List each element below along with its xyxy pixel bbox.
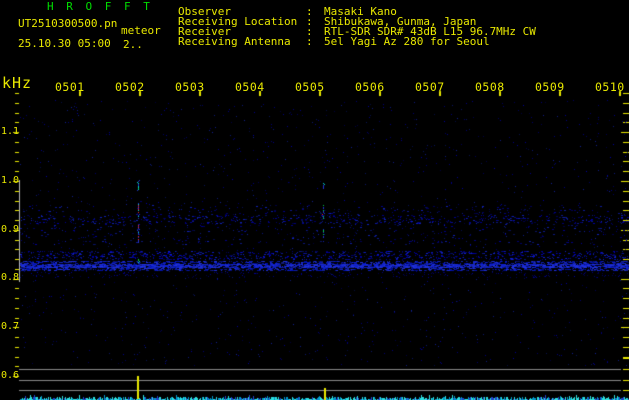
field-value-receiver: RTL-SDR SDR# 43dB L15 96.7MHz CW [324,25,536,38]
field-label-observer: Observer [178,5,231,18]
y-tick-label: 1.1 [1,126,20,137]
datetime-suffix: 2.. [123,38,143,51]
field-colon: : [306,5,313,18]
x-tick-label: 0504 [235,80,265,94]
field-value-antenna: 5el Yagi Az 280 for Seoul [324,35,490,48]
field-label-antenna: Receiving Antenna [178,35,291,48]
observation-name: meteor [121,24,161,37]
x-tick-label: 0510 [595,80,625,94]
x-tick-label: 0508 [475,80,505,94]
field-colon: : [306,25,313,38]
capture-filename: UT2510300500.pn [18,17,118,30]
y-tick-label: 0.8 [1,272,20,283]
field-value-location: Shibukawa, Gunma, Japan [324,15,477,28]
field-label-location: Receiving Location [178,15,298,28]
y-tick-label: 0.9 [1,224,20,235]
x-tick-label: 0509 [535,80,565,94]
field-colon: : [306,15,313,28]
app-title: H R O F F T [47,0,153,13]
x-tick-label: 0505 [295,80,325,94]
y-tick-label: 0.6 [1,370,20,381]
field-colon: : [306,35,313,48]
x-tick-label: 0501 [55,80,85,94]
x-tick-label: 0503 [175,80,205,94]
y-tick-label: 0.7 [1,321,20,332]
field-label-receiver: Receiver [178,25,231,38]
y-tick-label: 1.0 [1,175,20,186]
x-tick-label: 0502 [115,80,145,94]
x-tick-label: 0507 [415,80,445,94]
datetime-label: 25.10.30 05:00 [18,37,111,50]
y-axis-unit: kHz [2,74,33,92]
x-tick-label: 0506 [355,80,385,94]
field-value-observer: Masaki Kano [324,5,397,18]
